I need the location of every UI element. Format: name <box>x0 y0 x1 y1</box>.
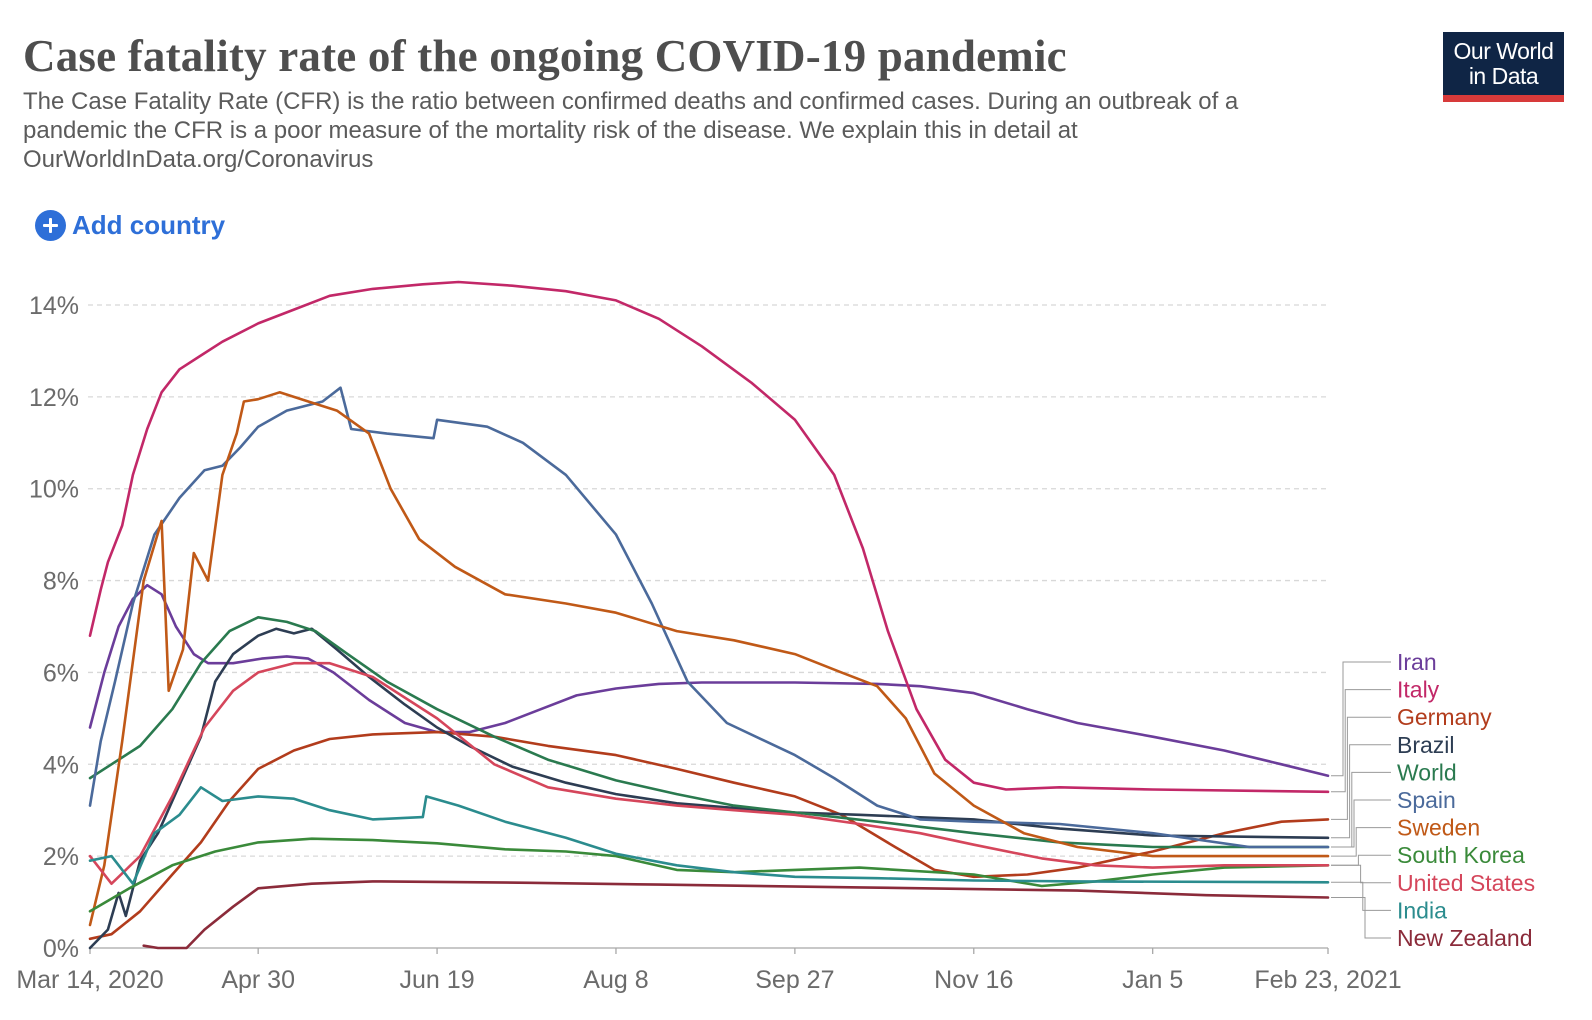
legend-label: India <box>1397 897 1447 923</box>
legend-connector <box>1331 799 1391 848</box>
series-line-spain <box>88 386 1330 849</box>
our-world-in-data-logo[interactable]: Our World in Data <box>1443 32 1564 102</box>
legend-label: New Zealand <box>1397 925 1533 951</box>
logo-line-1: Our World <box>1453 37 1554 64</box>
x-tick-label: Jan 5 <box>1122 966 1183 994</box>
series-line-india <box>88 786 1330 885</box>
legend-connector <box>1331 897 1391 939</box>
legend-connector <box>1331 864 1391 884</box>
series-line-italy <box>88 280 1330 794</box>
legend-connector <box>1331 881 1391 911</box>
series-line-south-korea <box>88 837 1330 913</box>
legend-label: Sweden <box>1397 815 1480 841</box>
series-line-sweden <box>88 391 1330 927</box>
series-line-united-states <box>88 661 1330 885</box>
legend-connector <box>1331 689 1391 793</box>
y-tick-label: 8% <box>43 568 79 596</box>
series-line-world <box>88 616 1330 849</box>
subtitle-line-1: The Case Fatality Rate (CFR) is the rati… <box>23 88 1239 115</box>
y-tick-label: 2% <box>43 843 79 871</box>
x-tick-label: Apr 30 <box>221 966 295 994</box>
chart-subtitle: The Case Fatality Rate (CFR) is the rati… <box>23 87 1313 174</box>
legend-label: Iran <box>1397 649 1437 675</box>
subtitle-line-3: OurWorldInData.org/Coronavirus <box>23 146 374 173</box>
legend-connector <box>1331 771 1391 848</box>
y-tick-label: 4% <box>43 751 79 779</box>
add-country-button[interactable]: Add country <box>35 210 225 241</box>
legend-label: Brazil <box>1397 732 1455 758</box>
y-tick-label: 12% <box>29 384 79 412</box>
legend-connector <box>1331 661 1391 777</box>
x-tick-label: Nov 16 <box>934 966 1013 994</box>
series-line-germany <box>88 730 1330 941</box>
chart-header: Case fatality rate of the ongoing COVID-… <box>23 28 1363 174</box>
x-tick-label: Aug 8 <box>583 966 648 994</box>
x-tick-label: Feb 23, 2021 <box>1254 966 1401 994</box>
chart-title: Case fatality rate of the ongoing COVID-… <box>23 31 1067 81</box>
legend-label: Germany <box>1397 704 1492 730</box>
series-line-new-zealand <box>142 880 1330 950</box>
series-line-iran <box>88 583 1330 778</box>
add-country-label: Add country <box>72 210 226 240</box>
legend-label: Italy <box>1397 677 1440 703</box>
x-tick-label: Sep 27 <box>755 966 834 994</box>
logo-line-2: in Data <box>1468 62 1539 89</box>
legend-label: World <box>1397 759 1457 785</box>
legend-label: United States <box>1397 870 1535 896</box>
legend-connector <box>1331 827 1391 857</box>
y-tick-label: 0% <box>43 935 79 963</box>
x-tick-label: Jun 19 <box>400 966 475 994</box>
y-tick-label: 14% <box>29 292 79 320</box>
y-tick-label: 10% <box>29 476 79 504</box>
legend-connector <box>1331 854 1391 866</box>
plus-circle-icon <box>35 210 66 241</box>
legend-connector <box>1331 716 1391 820</box>
legend-label: South Korea <box>1397 842 1525 868</box>
y-tick-label: 6% <box>43 659 79 687</box>
x-tick-label: Mar 14, 2020 <box>16 966 163 994</box>
subtitle-line-2: pandemic the CFR is a poor measure of th… <box>23 117 1078 144</box>
legend-connector <box>1331 744 1391 839</box>
legend-label: Spain <box>1397 787 1456 813</box>
